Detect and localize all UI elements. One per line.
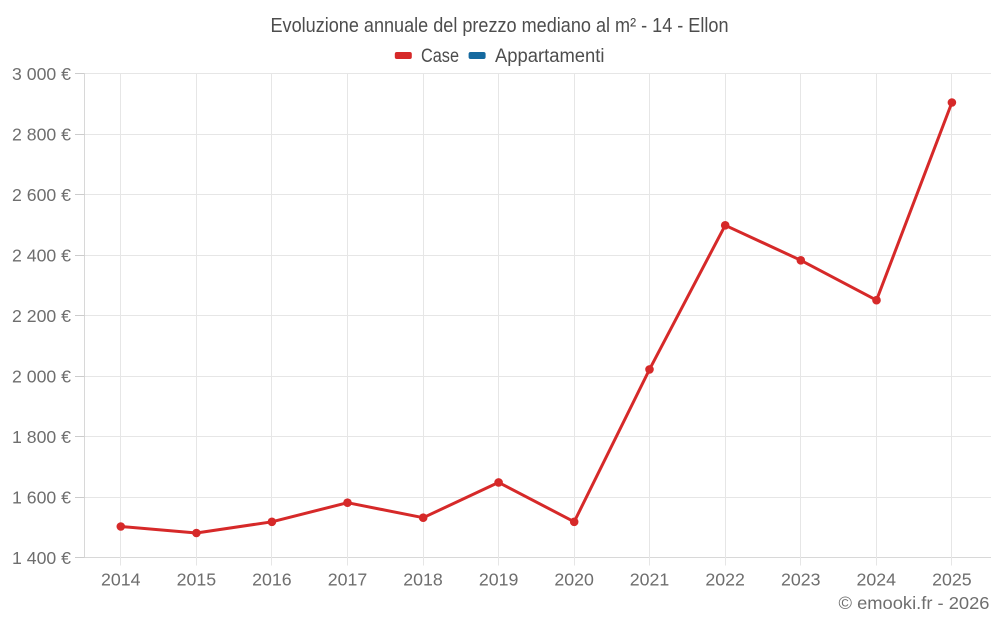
svg-text:2017: 2017	[328, 569, 368, 589]
svg-text:2016: 2016	[252, 569, 292, 589]
svg-text:2020: 2020	[554, 569, 594, 589]
svg-text:2025: 2025	[932, 569, 972, 589]
svg-text:2 400 €: 2 400 €	[12, 245, 71, 265]
svg-text:Case: Case	[421, 46, 459, 67]
svg-text:2 000 €: 2 000 €	[12, 366, 71, 386]
svg-text:© emooki.fr - 2026: © emooki.fr - 2026	[839, 593, 990, 613]
svg-text:1 600 €: 1 600 €	[12, 487, 71, 507]
svg-text:Evoluzione annuale del prezzo: Evoluzione annuale del prezzo mediano al…	[271, 14, 729, 37]
svg-text:2024: 2024	[857, 569, 897, 589]
svg-text:Appartamenti: Appartamenti	[495, 46, 605, 67]
svg-text:2023: 2023	[781, 569, 821, 589]
svg-text:1 400 €: 1 400 €	[12, 548, 71, 568]
svg-text:2015: 2015	[177, 569, 217, 589]
svg-text:2014: 2014	[101, 569, 141, 589]
svg-text:2 600 €: 2 600 €	[12, 185, 71, 205]
svg-text:2021: 2021	[630, 569, 670, 589]
svg-text:2018: 2018	[403, 569, 443, 589]
svg-text:1 800 €: 1 800 €	[12, 427, 71, 447]
svg-text:3 000 €: 3 000 €	[12, 64, 71, 84]
svg-text:2022: 2022	[705, 569, 745, 589]
svg-text:2 200 €: 2 200 €	[12, 306, 71, 326]
svg-text:2019: 2019	[479, 569, 519, 589]
svg-text:2 800 €: 2 800 €	[12, 124, 71, 144]
